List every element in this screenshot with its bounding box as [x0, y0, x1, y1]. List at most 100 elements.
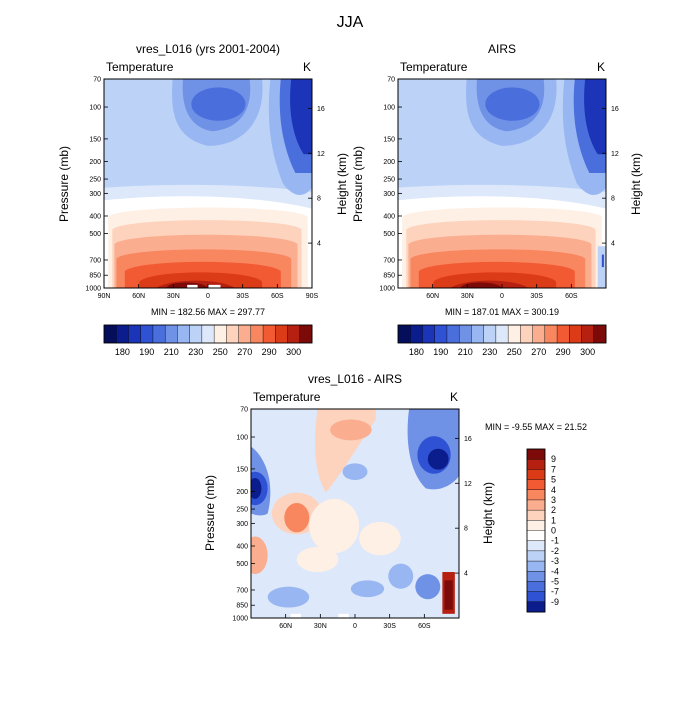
colorbar-swatch	[526, 469, 546, 480]
contour-band	[444, 580, 453, 610]
field-label: Temperature	[253, 390, 321, 404]
colorbar-swatch	[140, 324, 154, 344]
colorbar-label: 180	[115, 347, 130, 357]
y-tick-label: 70	[240, 407, 248, 414]
colorbar-label: -1	[551, 536, 559, 546]
x-tick-label: 30N	[167, 293, 180, 300]
y2-tick-label: 4	[611, 241, 615, 248]
colorbar-swatch	[422, 324, 436, 344]
colorbar-label: 5	[551, 475, 556, 485]
x-tick-label: 0	[206, 293, 210, 300]
contour-band	[485, 87, 540, 121]
x-tick-label: 60S	[271, 293, 284, 300]
y-tick-label: 70	[387, 77, 395, 84]
colorbar-swatch	[226, 324, 239, 344]
contour-band	[284, 503, 310, 533]
x-tick-label: 90S	[306, 293, 319, 300]
y-tick-label: 250	[89, 177, 101, 184]
contour-band	[350, 580, 385, 598]
contour-band	[251, 477, 262, 499]
colorbar-swatch	[238, 324, 252, 344]
y2-axis-label: Height (km)	[481, 482, 495, 544]
panel-difference: vres_L016 - AIRS Temperature K 701001502…	[203, 372, 587, 630]
contour-band	[309, 498, 360, 554]
colorbar-swatch	[526, 530, 546, 542]
colorbar-label: 300	[286, 347, 301, 357]
units-label: K	[597, 60, 605, 74]
colorbar-label: 250	[213, 347, 228, 357]
colorbar-swatch	[287, 324, 301, 344]
field-label: Temperature	[106, 60, 174, 74]
colorbar-swatch	[116, 324, 129, 344]
y-tick-label: 100	[236, 435, 248, 442]
colorbar-swatch	[593, 324, 607, 344]
y-tick-label: 250	[236, 507, 248, 514]
y-tick-label: 1000	[379, 286, 395, 293]
colorbar-label: -9	[551, 597, 559, 607]
contour-band	[290, 79, 312, 155]
contour-band	[359, 521, 401, 556]
colorbar-label: 210	[164, 347, 179, 357]
y-tick-label: 150	[236, 466, 248, 473]
y-tick-label: 300	[89, 191, 101, 198]
y2-tick-label: 8	[317, 196, 321, 203]
panel-title: AIRS	[488, 42, 516, 56]
y-tick-label: 400	[236, 543, 248, 550]
y2-tick-label: 12	[317, 151, 325, 158]
colorbar-swatch	[556, 324, 570, 344]
colorbar-label: 290	[556, 347, 571, 357]
x-tick-label: 30S	[383, 623, 396, 630]
y-tick-label: 1000	[232, 616, 248, 623]
y-tick-label: 70	[93, 77, 101, 84]
colorbar-label: -4	[551, 566, 559, 576]
colorbar-swatch	[526, 458, 546, 470]
colorbar: 180 190 210 230 250 270 290 300	[397, 324, 607, 357]
colorbar-label: -7	[551, 587, 559, 597]
colorbar-swatch	[189, 324, 203, 344]
colorbar-swatch	[526, 550, 546, 562]
y-tick-label: 500	[89, 231, 101, 238]
colorbar-label: 290	[262, 347, 277, 357]
y2-tick-label: 8	[611, 196, 615, 203]
colorbar-swatch	[569, 324, 582, 344]
colorbar-label: 4	[551, 485, 556, 495]
contour-band	[330, 419, 372, 441]
colorbar-swatch	[397, 324, 411, 344]
colorbar-label: 210	[458, 347, 473, 357]
colorbar-swatch	[201, 324, 215, 344]
colorbar-swatch	[164, 324, 178, 344]
colorbar-swatch	[177, 324, 191, 344]
min-max-stats: MIN = -9.55 MAX = 21.52	[485, 422, 587, 432]
contour-band	[296, 546, 339, 573]
x-tick-label: 0	[500, 293, 504, 300]
colorbar-frame	[103, 324, 313, 344]
y-tick-label: 850	[236, 603, 248, 610]
colorbar-swatch	[507, 324, 521, 344]
min-max-stats: MIN = 182.56 MAX = 297.77	[151, 307, 265, 317]
colorbar-label: 7	[551, 464, 556, 474]
contour-band	[251, 536, 268, 575]
y-tick-label: 100	[383, 105, 395, 112]
y2-tick-label: 4	[317, 241, 321, 248]
y2-tick-label: 12	[611, 151, 619, 158]
y-tick-label: 400	[383, 213, 395, 220]
x-tick-label: 60S	[565, 293, 578, 300]
colorbar-label: 9	[551, 454, 556, 464]
x-tick-label: 30S	[236, 293, 249, 300]
y2-tick-label: 16	[611, 106, 619, 113]
colorbar-swatch	[526, 581, 546, 593]
colorbar-label: -3	[551, 556, 559, 566]
colorbar-swatch	[526, 499, 546, 511]
panel-title: vres_L016 (yrs 2001-2004)	[136, 42, 280, 56]
colorbar-frame	[397, 324, 607, 344]
contour-band	[342, 463, 368, 481]
y-tick-label: 300	[383, 191, 395, 198]
y2-tick-label: 4	[464, 571, 468, 578]
figure-title: JJA	[337, 14, 364, 31]
colorbar-swatch	[458, 324, 472, 344]
y-tick-label: 700	[236, 587, 248, 594]
contour-band	[191, 87, 246, 121]
colorbar-label: 250	[507, 347, 522, 357]
y-tick-label: 850	[383, 273, 395, 280]
